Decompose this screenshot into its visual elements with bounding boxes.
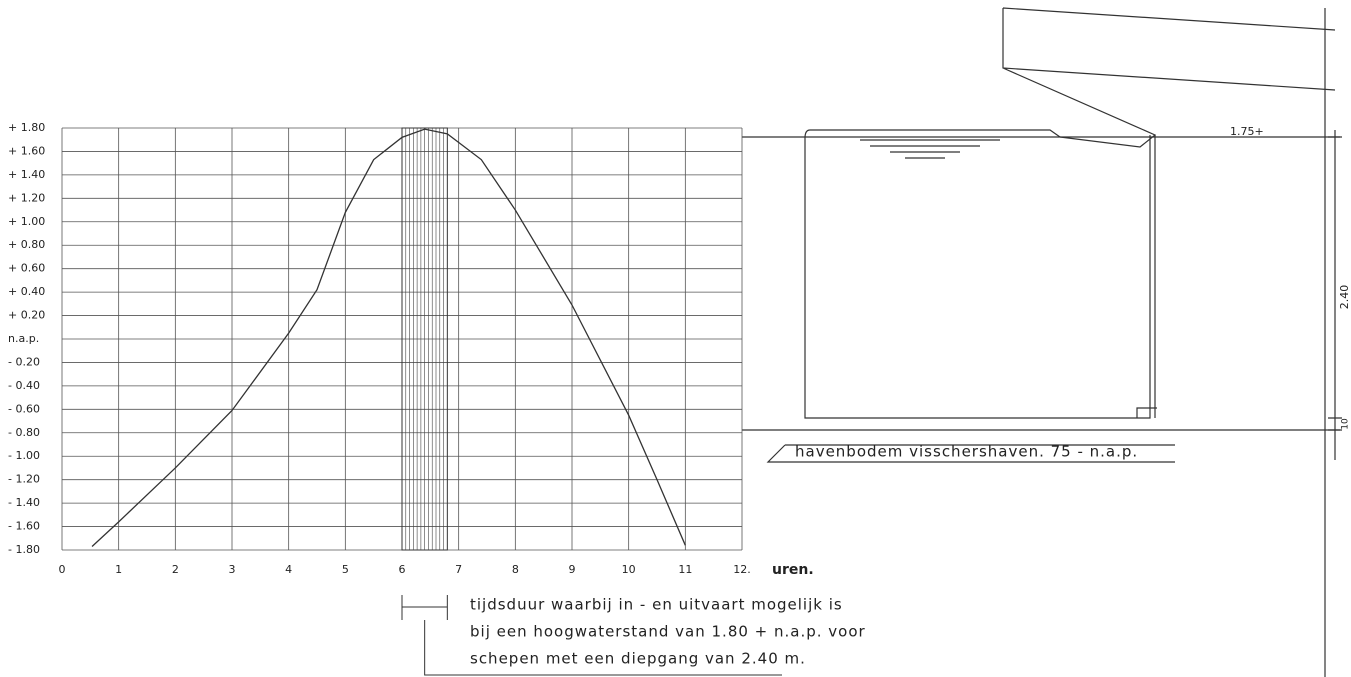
x-axis-label: uren. [772,562,814,578]
bottom-label: havenbodem visschershaven. 75 - n.a.p. [795,443,1138,461]
basin [805,130,1157,418]
y-tick-label: - 1.80 [8,543,40,556]
level-line [742,137,1340,430]
annotation: schepen met een diepgang van 2.40 m. [470,650,806,668]
x-tick-label: 6 [399,563,406,576]
tide-curve [92,129,685,546]
water-hatch [860,140,1000,158]
x-tick-label: 7 [455,563,462,576]
y-tick-label: + 0.80 [8,238,45,251]
water-level-label: 1.75+ [1230,125,1264,138]
x-tick-label: 5 [342,563,349,576]
y-tick-label: - 1.40 [8,496,40,509]
y-tick-label: + 0.20 [8,309,45,322]
y-tick-label: + 1.00 [8,215,45,228]
x-tick-label: 0 [59,563,66,576]
y-tick-label: + 0.40 [8,285,45,298]
ship-hull [1003,8,1335,147]
y-tick-label: - 1.20 [8,473,40,486]
y-tick-label: - 0.20 [8,355,40,368]
y-tick-label: + 1.40 [8,168,45,181]
y-tick-label: + 1.20 [8,191,45,204]
step-label: 10 [1341,418,1351,430]
x-tick-label: 9 [569,563,576,576]
x-tick-label: 10 [622,563,636,576]
annotation: bij een hoogwaterstand van 1.80 + n.a.p.… [470,623,866,641]
y-tick-label: - 1.60 [8,520,40,533]
y-tick-label: n.a.p. [8,332,39,345]
depth-label: 2.40 [1338,285,1351,310]
y-tick-label: + 1.80 [8,121,45,134]
harbour-section [742,8,1342,677]
drawing: 1.75+ 2.40 10 havenbodem visschershaven.… [0,0,1351,677]
x-tick-label: 8 [512,563,519,576]
x-tick-label: 4 [285,563,292,576]
y-tick-label: + 0.60 [8,262,45,275]
x-tick-label: 1 [115,563,122,576]
y-tick-label: - 1.00 [8,449,40,462]
y-tick-label: - 0.40 [8,379,40,392]
x-tick-label: 11 [678,563,692,576]
y-tick-label: + 1.60 [8,144,45,157]
y-tick-label: - 0.80 [8,426,40,439]
x-tick-label: 2 [172,563,179,576]
annotation: tijdsduur waarbij in - en uitvaart mogel… [470,596,843,614]
dimension-line [1325,8,1342,677]
x-tick-label: 3 [229,563,236,576]
x-tick-label: 12. [733,563,751,576]
y-tick-label: - 0.60 [8,402,40,415]
